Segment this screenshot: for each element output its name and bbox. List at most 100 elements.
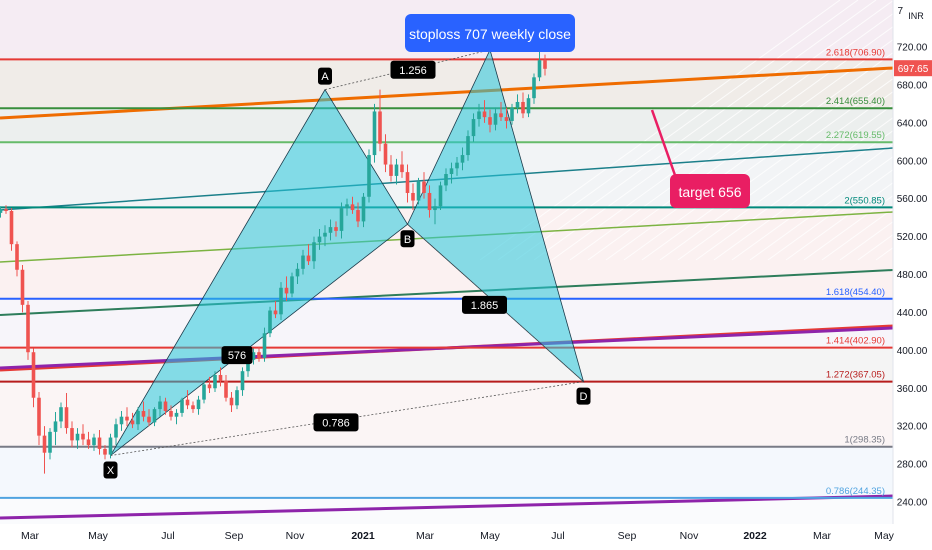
trendline-6	[0, 66, 894, 120]
candle-body	[312, 242, 316, 262]
candle-body	[526, 98, 531, 114]
band-6	[0, 108, 893, 143]
candle-body	[394, 164, 399, 176]
hatch-line	[587, 10, 932, 261]
candle-body	[119, 416, 124, 425]
fib-label-8: 2.618(706.90)	[826, 47, 885, 58]
candle-body	[42, 435, 47, 453]
band-bottom	[0, 497, 893, 524]
candle-body	[510, 107, 514, 121]
candle-body	[323, 232, 327, 237]
candle-body	[488, 117, 492, 125]
candle-body	[504, 117, 509, 121]
y-tick-5: 440.00	[897, 308, 928, 319]
fib-label-1: 1(298.35)	[844, 435, 885, 446]
band-3	[0, 298, 893, 348]
y-tick-8: 560.00	[897, 194, 928, 205]
candle-body	[416, 181, 421, 201]
candle-body	[180, 399, 184, 413]
ratio-label-3: 576	[228, 350, 246, 362]
candle-body	[152, 409, 157, 423]
fib-label-2: 1.272(367.05)	[826, 370, 885, 381]
candle-body	[284, 287, 289, 294]
point-label-A: A	[321, 71, 329, 83]
candle-body	[174, 412, 179, 417]
hatch-line	[659, 62, 932, 261]
candle-body	[400, 164, 404, 173]
candle-body	[339, 208, 344, 231]
ratio-box-0	[390, 60, 436, 79]
candle-body	[130, 420, 135, 425]
candle-body	[26, 304, 30, 353]
x-tick-8: Jul	[551, 530, 564, 542]
candle-body	[290, 276, 294, 294]
candle-body	[466, 136, 470, 156]
x-tick-0: Mar	[21, 530, 40, 542]
hatch-line	[641, 49, 932, 261]
harmonic-pattern	[110, 48, 585, 456]
hatch-line	[497, 0, 859, 261]
candle-body	[229, 397, 234, 406]
candle-body	[207, 384, 212, 389]
y-tick-10: 640.00	[897, 118, 928, 129]
candle-body	[15, 244, 19, 270]
hatch-line	[515, 0, 877, 261]
band-7	[0, 59, 893, 109]
candle-body	[493, 113, 498, 125]
candle-body	[185, 399, 190, 406]
candle-body	[361, 196, 366, 222]
y-tick-9: 600.00	[897, 156, 928, 167]
trendline-1	[0, 494, 894, 520]
candle-body	[37, 397, 41, 436]
candle-body	[9, 210, 14, 245]
candle-body	[114, 424, 118, 438]
point-box-D	[576, 387, 591, 405]
point-label-D: D	[580, 391, 588, 403]
candle-body	[59, 407, 63, 422]
x-tick-5: 2021	[351, 530, 375, 542]
candle-body	[97, 437, 102, 449]
hatch-line	[551, 0, 913, 261]
candle-body	[158, 401, 162, 410]
fib-label-4: 1.618(454.40)	[826, 287, 885, 298]
candle-body	[543, 60, 547, 69]
hatch-line	[821, 179, 932, 261]
point-box-A	[318, 67, 332, 85]
candle-body	[202, 384, 206, 400]
y-tick-12: 720.00	[897, 43, 928, 54]
hatch-line	[677, 75, 932, 261]
candle-body	[455, 162, 459, 169]
candle-body	[405, 172, 410, 193]
candle-body	[246, 359, 250, 372]
x-tick-10: Nov	[680, 530, 699, 542]
candle-body	[191, 405, 195, 410]
candle-body	[279, 287, 283, 315]
candle-body	[141, 411, 146, 417]
candle-body	[350, 204, 355, 211]
candle-body	[268, 310, 272, 334]
candle-body	[532, 77, 536, 99]
candle-body	[0, 209, 3, 213]
x-tick-12: Mar	[813, 530, 832, 542]
hatch-line	[785, 153, 932, 261]
x-tick-2: Jul	[161, 530, 174, 542]
candle-body	[515, 101, 520, 108]
candle-body	[103, 448, 107, 455]
hatch-line	[569, 0, 931, 261]
hatch-line	[803, 166, 932, 261]
y-tick-1: 280.00	[897, 460, 928, 471]
candle-body	[301, 255, 305, 269]
candle-body	[449, 168, 454, 175]
candle-body	[482, 111, 487, 118]
x-tick-4: Nov	[286, 530, 305, 542]
fib-label-7: 2.414(655.40)	[826, 96, 885, 107]
x-tick-13: May	[874, 530, 895, 542]
candle-body	[262, 333, 267, 358]
time-axis: Mar May Jul Sep Nov 2021 Mar May Jul Sep Nov 2022 Ma…	[0, 524, 932, 550]
point-box-X	[103, 461, 118, 479]
x-tick-9: Sep	[618, 530, 637, 542]
stoploss-annotation: stoploss 707 weekly close	[405, 14, 575, 52]
candlesticks	[0, 49, 547, 474]
candle-body	[295, 268, 300, 277]
candle-body	[53, 421, 58, 432]
